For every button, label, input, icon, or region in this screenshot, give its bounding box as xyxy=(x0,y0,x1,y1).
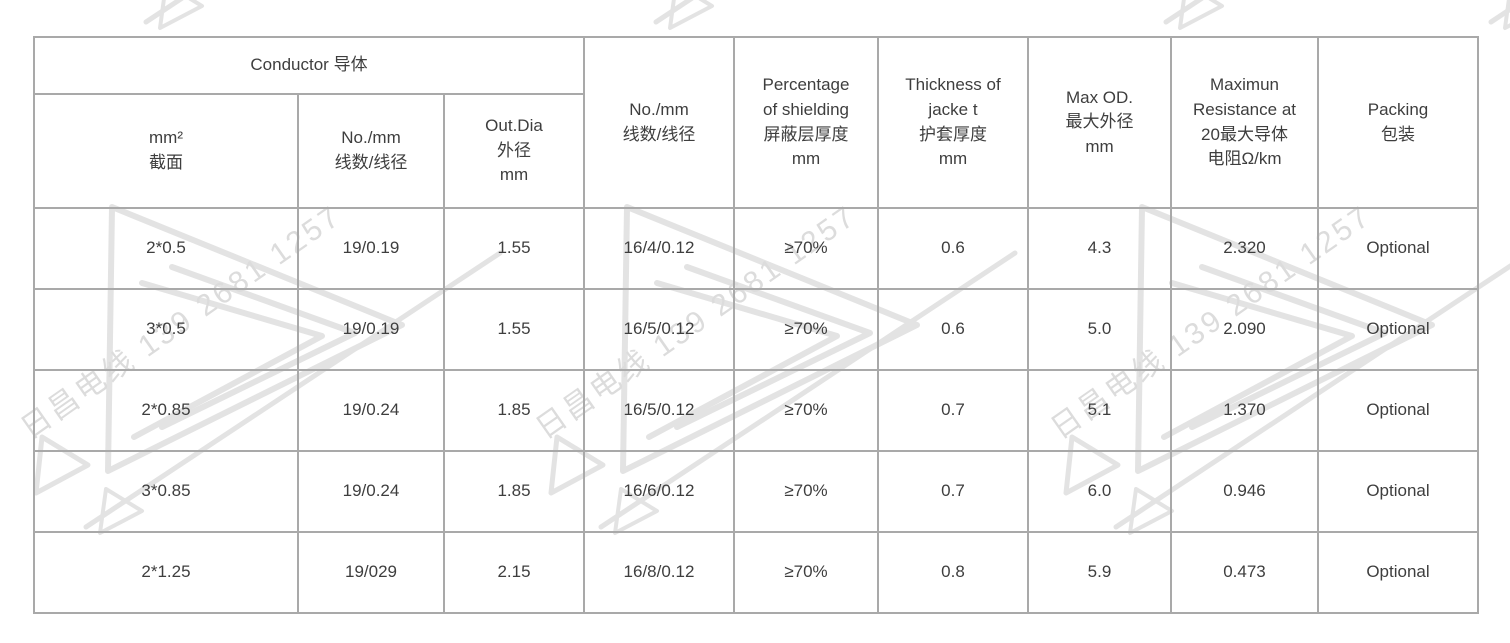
table-cell: ≥70% xyxy=(733,369,879,452)
table-cell: 2*0.5 xyxy=(33,207,299,290)
table-cell: 1.55 xyxy=(443,288,585,371)
table-row-subheaders: mm² 截面 No./mm 线数/线径 Out.Dia 外径 mm xyxy=(33,93,1478,209)
table-cell: 2.320 xyxy=(1170,207,1319,290)
table-cell: 2.090 xyxy=(1170,288,1319,371)
table-cell: Optional xyxy=(1317,369,1479,452)
header-conductor-strands: No./mm 线数/线径 xyxy=(297,93,445,209)
table-row: 3*0.5 19/0.19 1.55 16/5/0.12 ≥70% 0.6 5.… xyxy=(33,288,1479,371)
table-cell: 2.15 xyxy=(443,531,585,614)
header-max-resistance: Maximun Resistance at 20最大导体 电阻Ω/km xyxy=(1170,36,1319,209)
table-cell: 19/029 xyxy=(297,531,445,614)
table-cell: ≥70% xyxy=(733,288,879,371)
table-cell: 2*0.85 xyxy=(33,369,299,452)
table-cell: 5.1 xyxy=(1027,369,1172,452)
table-cell: 16/4/0.12 xyxy=(583,207,735,290)
table-cell: 1.55 xyxy=(443,207,585,290)
table-row: 3*0.85 19/0.24 1.85 16/6/0.12 ≥70% 0.7 6… xyxy=(33,450,1479,533)
table-cell: 0.6 xyxy=(877,288,1029,371)
table-row: 2*1.25 19/029 2.15 16/8/0.12 ≥70% 0.8 5.… xyxy=(33,531,1479,614)
header-conductor-group: Conductor 导体 xyxy=(33,36,585,95)
table-cell: Optional xyxy=(1317,531,1479,614)
table-cell: ≥70% xyxy=(733,450,879,533)
table-row-conductor-group: Conductor 导体 No./mm 线数/线径 Percentage of … xyxy=(33,36,1479,209)
table-cell: 5.0 xyxy=(1027,288,1172,371)
table-cell: 0.7 xyxy=(877,450,1029,533)
table-cell: 6.0 xyxy=(1027,450,1172,533)
table-cell: ≥70% xyxy=(733,531,879,614)
table-cell: 19/0.19 xyxy=(297,288,445,371)
table-cell: Optional xyxy=(1317,450,1479,533)
table-cell: 3*0.85 xyxy=(33,450,299,533)
table-cell: 0.473 xyxy=(1170,531,1319,614)
table-row: 2*0.85 19/0.24 1.85 16/5/0.12 ≥70% 0.7 5… xyxy=(33,369,1479,452)
table-cell: 4.3 xyxy=(1027,207,1172,290)
table-cell: 1.85 xyxy=(443,450,585,533)
table-cell: 1.85 xyxy=(443,369,585,452)
table-cell: Optional xyxy=(1317,288,1479,371)
table-cell: 1.370 xyxy=(1170,369,1319,452)
header-packing: Packing 包装 xyxy=(1317,36,1479,209)
table-cell: Optional xyxy=(1317,207,1479,290)
table-cell: 19/0.24 xyxy=(297,450,445,533)
table-cell: 19/0.19 xyxy=(297,207,445,290)
table-cell: 0.6 xyxy=(877,207,1029,290)
table-cell: 0.7 xyxy=(877,369,1029,452)
table-cell: 0.8 xyxy=(877,531,1029,614)
header-strand-count: No./mm 线数/线径 xyxy=(583,36,735,209)
table-cell: 3*0.5 xyxy=(33,288,299,371)
header-cross-section: mm² 截面 xyxy=(33,93,299,209)
header-jacket-thickness: Thickness of jacke t 护套厚度 mm xyxy=(877,36,1029,209)
table-cell: 2*1.25 xyxy=(33,531,299,614)
table-cell: 16/5/0.12 xyxy=(583,369,735,452)
table-cell: 0.946 xyxy=(1170,450,1319,533)
header-max-od: Max OD. 最大外径 mm xyxy=(1027,36,1172,209)
table-cell: 5.9 xyxy=(1027,531,1172,614)
table-cell: 19/0.24 xyxy=(297,369,445,452)
spec-table: Conductor 导体 No./mm 线数/线径 Percentage of … xyxy=(33,36,1479,614)
header-shielding-percentage: Percentage of shielding 屏蔽层厚度 mm xyxy=(733,36,879,209)
header-out-dia: Out.Dia 外径 mm xyxy=(443,93,585,209)
table-row: 2*0.5 19/0.19 1.55 16/4/0.12 ≥70% 0.6 4.… xyxy=(33,207,1479,290)
table-cell: 16/8/0.12 xyxy=(583,531,735,614)
table-cell: ≥70% xyxy=(733,207,879,290)
table-cell: 16/6/0.12 xyxy=(583,450,735,533)
table-cell: 16/5/0.12 xyxy=(583,288,735,371)
